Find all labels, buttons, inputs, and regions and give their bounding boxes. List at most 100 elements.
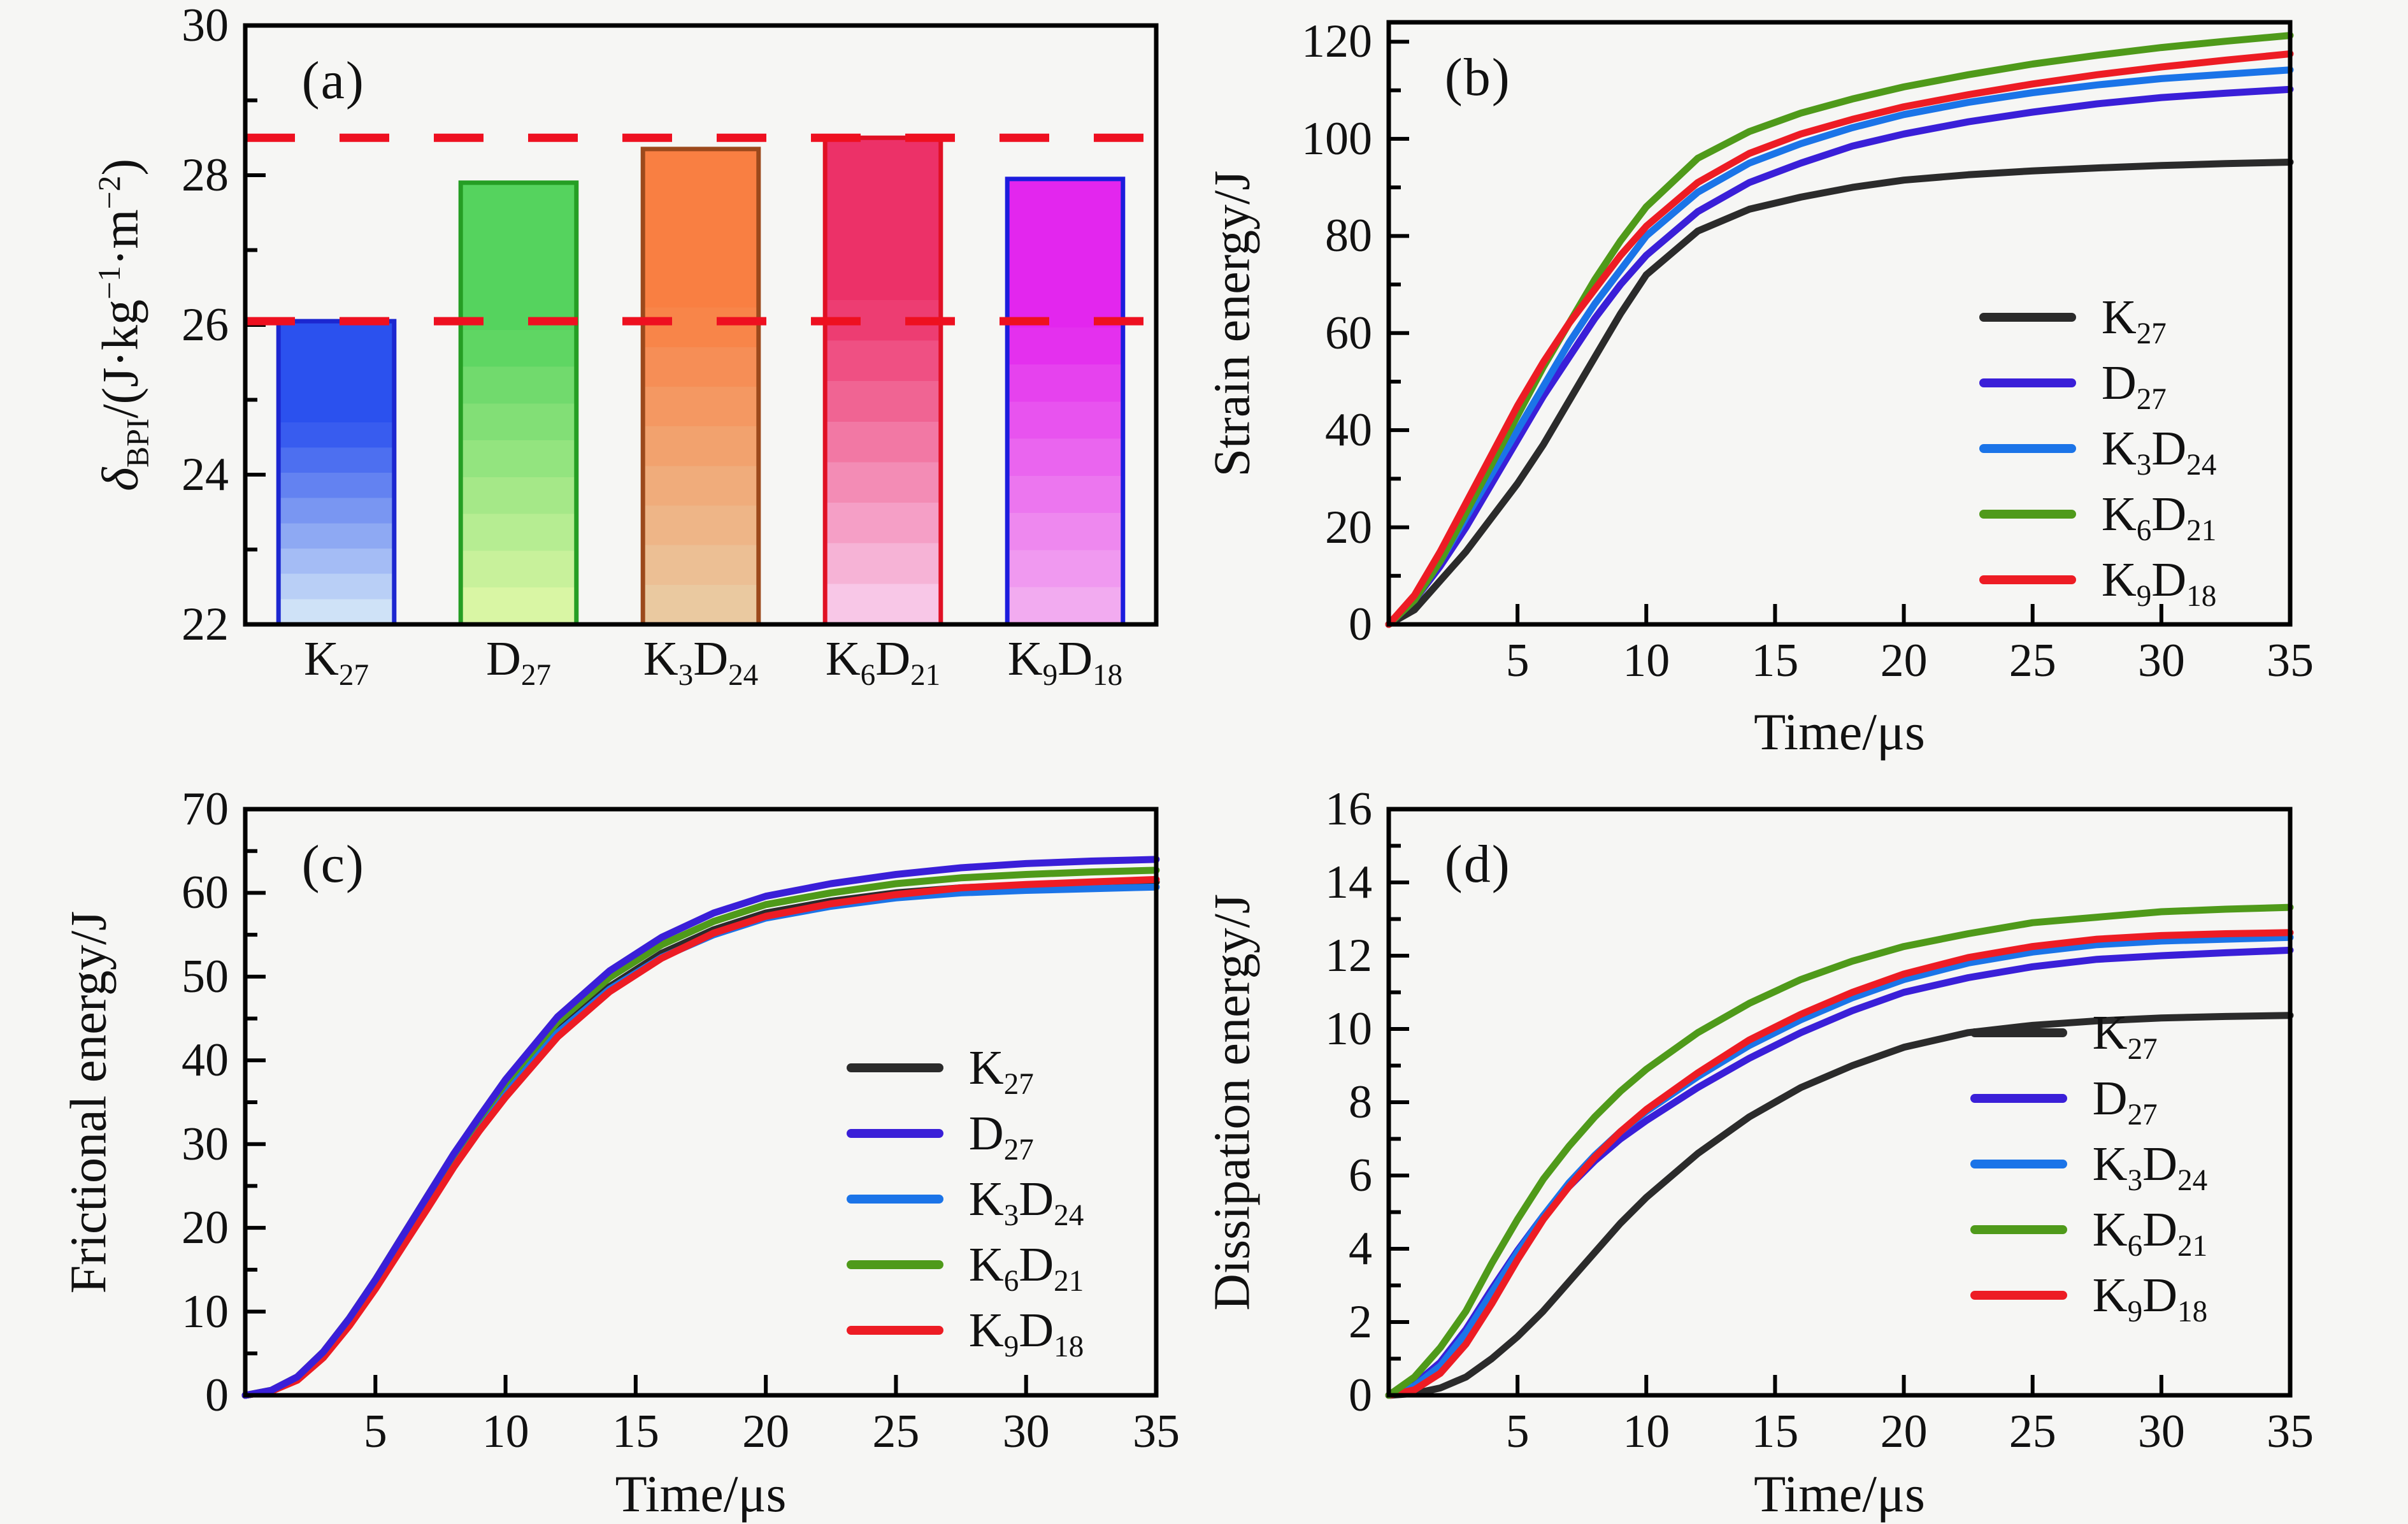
legend-swatch-K27 xyxy=(1970,1028,2067,1037)
y-tick-label: 8 xyxy=(1349,1076,1372,1128)
legend-item-D27: D27 xyxy=(846,1107,1084,1167)
panel-b-plot-area xyxy=(1385,20,2294,628)
legend-label-K3D24: K3D24 xyxy=(968,1172,1084,1233)
legend-item-K3D24: K3D24 xyxy=(1979,424,2216,480)
x-tick-label: 10 xyxy=(1623,1405,1670,1458)
legend-label-K3D24: K3D24 xyxy=(2092,1137,2208,1197)
legend-item-K3D24: K3D24 xyxy=(1970,1137,2208,1197)
legend-item-D27: D27 xyxy=(1970,1071,2207,1132)
y-tick-label: 50 xyxy=(182,950,229,1003)
legend-swatch-D27 xyxy=(1970,1093,2067,1103)
x-tick-label: 5 xyxy=(1505,1405,1530,1458)
y-tick-label: 70 xyxy=(182,783,229,835)
legend-item-K9D18: K9D18 xyxy=(846,1304,1084,1364)
legend-label-K9D18: K9D18 xyxy=(2101,553,2217,614)
legend-swatch-D27 xyxy=(1979,378,2076,388)
legend-label-K6D21: K6D21 xyxy=(2101,487,2217,548)
x-tick-label: 30 xyxy=(1002,1405,1050,1458)
category-label: K27 xyxy=(304,632,369,693)
panel-c-letter: (c) xyxy=(301,835,365,894)
panel-d-y-axis-title: Dissipation energy/J xyxy=(1204,893,1261,1311)
legend-label-K9D18: K9D18 xyxy=(2092,1268,2208,1328)
y-tick-label: 26 xyxy=(182,299,229,351)
x-tick-label: 15 xyxy=(612,1405,659,1458)
legend-item-K6D21: K6D21 xyxy=(846,1238,1084,1298)
y-tick-label: 20 xyxy=(1325,501,1372,554)
panel-d-letter: (d) xyxy=(1444,835,1511,894)
y-tick-label: 0 xyxy=(205,1369,229,1421)
panel-a-y-axis-title: δBPI/(J·kg−1·m−2) xyxy=(91,158,155,492)
legend-label-D27: D27 xyxy=(968,1107,1034,1167)
legend-item-K27: K27 xyxy=(1979,291,2216,351)
legend-label-K6D21: K6D21 xyxy=(968,1238,1084,1298)
y-tick-label: 0 xyxy=(1349,1369,1372,1421)
panel-c-legend: K27 D27 K3D24 K6D21 K9D18 xyxy=(846,1041,1084,1364)
panel-a-canvas xyxy=(243,23,1159,627)
panel-d-canvas xyxy=(1385,807,2294,1399)
x-tick-label: 25 xyxy=(2009,635,2056,687)
y-tick-label: 120 xyxy=(1301,15,1372,68)
y-tick-label: 0 xyxy=(1349,598,1372,651)
legend-label-D27: D27 xyxy=(2101,356,2167,417)
legend-item-K9D18: K9D18 xyxy=(1979,553,2217,614)
x-tick-label: 25 xyxy=(872,1405,920,1458)
y-tick-label: 40 xyxy=(1325,404,1372,457)
legend-label-K27: K27 xyxy=(2101,291,2167,351)
legend-item-K6D21: K6D21 xyxy=(1979,487,2217,548)
legend-swatch-K27 xyxy=(846,1063,943,1072)
series-line-K27 xyxy=(1385,159,2294,628)
x-tick-label: 15 xyxy=(1751,1405,1799,1458)
legend-swatch-K27 xyxy=(1979,313,2076,322)
y-tick-label: 10 xyxy=(182,1285,229,1338)
x-tick-label: 35 xyxy=(2267,635,2314,687)
legend-swatch-K3D24 xyxy=(1970,1159,2067,1168)
panel-d-legend: K27 D27 K3D24 K6D21 K9D18 xyxy=(1970,1009,2208,1328)
legend-label-K9D18: K9D18 xyxy=(968,1304,1084,1364)
y-tick-label: 40 xyxy=(182,1034,229,1087)
x-tick-label: 35 xyxy=(1133,1405,1180,1458)
legend-item-K6D21: K6D21 xyxy=(1970,1202,2208,1263)
y-tick-label: 12 xyxy=(1325,930,1372,982)
category-label: K9D18 xyxy=(1007,632,1123,693)
y-tick-label: 4 xyxy=(1349,1223,1372,1275)
x-tick-label: 15 xyxy=(1751,635,1799,687)
y-tick-label: 22 xyxy=(182,598,229,651)
x-tick-label: 10 xyxy=(482,1405,529,1458)
x-tick-label: 25 xyxy=(2009,1405,2056,1458)
panel-b-canvas xyxy=(1385,20,2294,628)
y-tick-label: 60 xyxy=(1325,306,1372,359)
panel-c-canvas xyxy=(241,807,1160,1399)
series-line-K6D21 xyxy=(1385,903,2294,1399)
series-line-D27 xyxy=(1385,85,2294,628)
y-tick-label: 30 xyxy=(182,1118,229,1170)
y-tick-label: 28 xyxy=(182,149,229,201)
x-tick-label: 30 xyxy=(2137,635,2185,687)
legend-label-K6D21: K6D21 xyxy=(2092,1202,2208,1263)
x-tick-label: 5 xyxy=(1505,635,1530,687)
x-tick-label: 20 xyxy=(1880,1405,1928,1458)
y-tick-label: 6 xyxy=(1349,1149,1372,1202)
category-label: K6D21 xyxy=(825,632,941,693)
category-label: K3D24 xyxy=(643,632,759,693)
x-tick-label: 35 xyxy=(2267,1405,2314,1458)
legend-item-K27: K27 xyxy=(1970,1009,2207,1065)
series-line-K9D18 xyxy=(241,875,1160,1399)
series-line-K6D21 xyxy=(1385,32,2294,628)
legend-swatch-D27 xyxy=(846,1129,943,1138)
x-tick-label: 20 xyxy=(742,1405,790,1458)
y-tick-label: 80 xyxy=(1325,210,1372,262)
legend-label-D27: D27 xyxy=(2092,1071,2158,1132)
legend-item-K3D24: K3D24 xyxy=(846,1172,1084,1233)
y-tick-label: 14 xyxy=(1325,856,1372,909)
y-tick-label: 30 xyxy=(182,0,229,52)
legend-swatch-K6D21 xyxy=(1970,1225,2067,1234)
series-line-D27 xyxy=(241,856,1160,1399)
legend-swatch-K9D18 xyxy=(1970,1290,2067,1300)
legend-label-K27: K27 xyxy=(968,1041,1034,1102)
panel-b-y-axis-title: Strain energy/J xyxy=(1204,170,1261,477)
x-tick-label: 30 xyxy=(2137,1405,2185,1458)
y-tick-label: 60 xyxy=(182,866,229,919)
y-tick-label: 20 xyxy=(182,1202,229,1254)
panel-b-legend: K27 D27 K3D24 K6D21 K9D18 xyxy=(1979,291,2217,614)
category-label: D27 xyxy=(486,632,551,693)
